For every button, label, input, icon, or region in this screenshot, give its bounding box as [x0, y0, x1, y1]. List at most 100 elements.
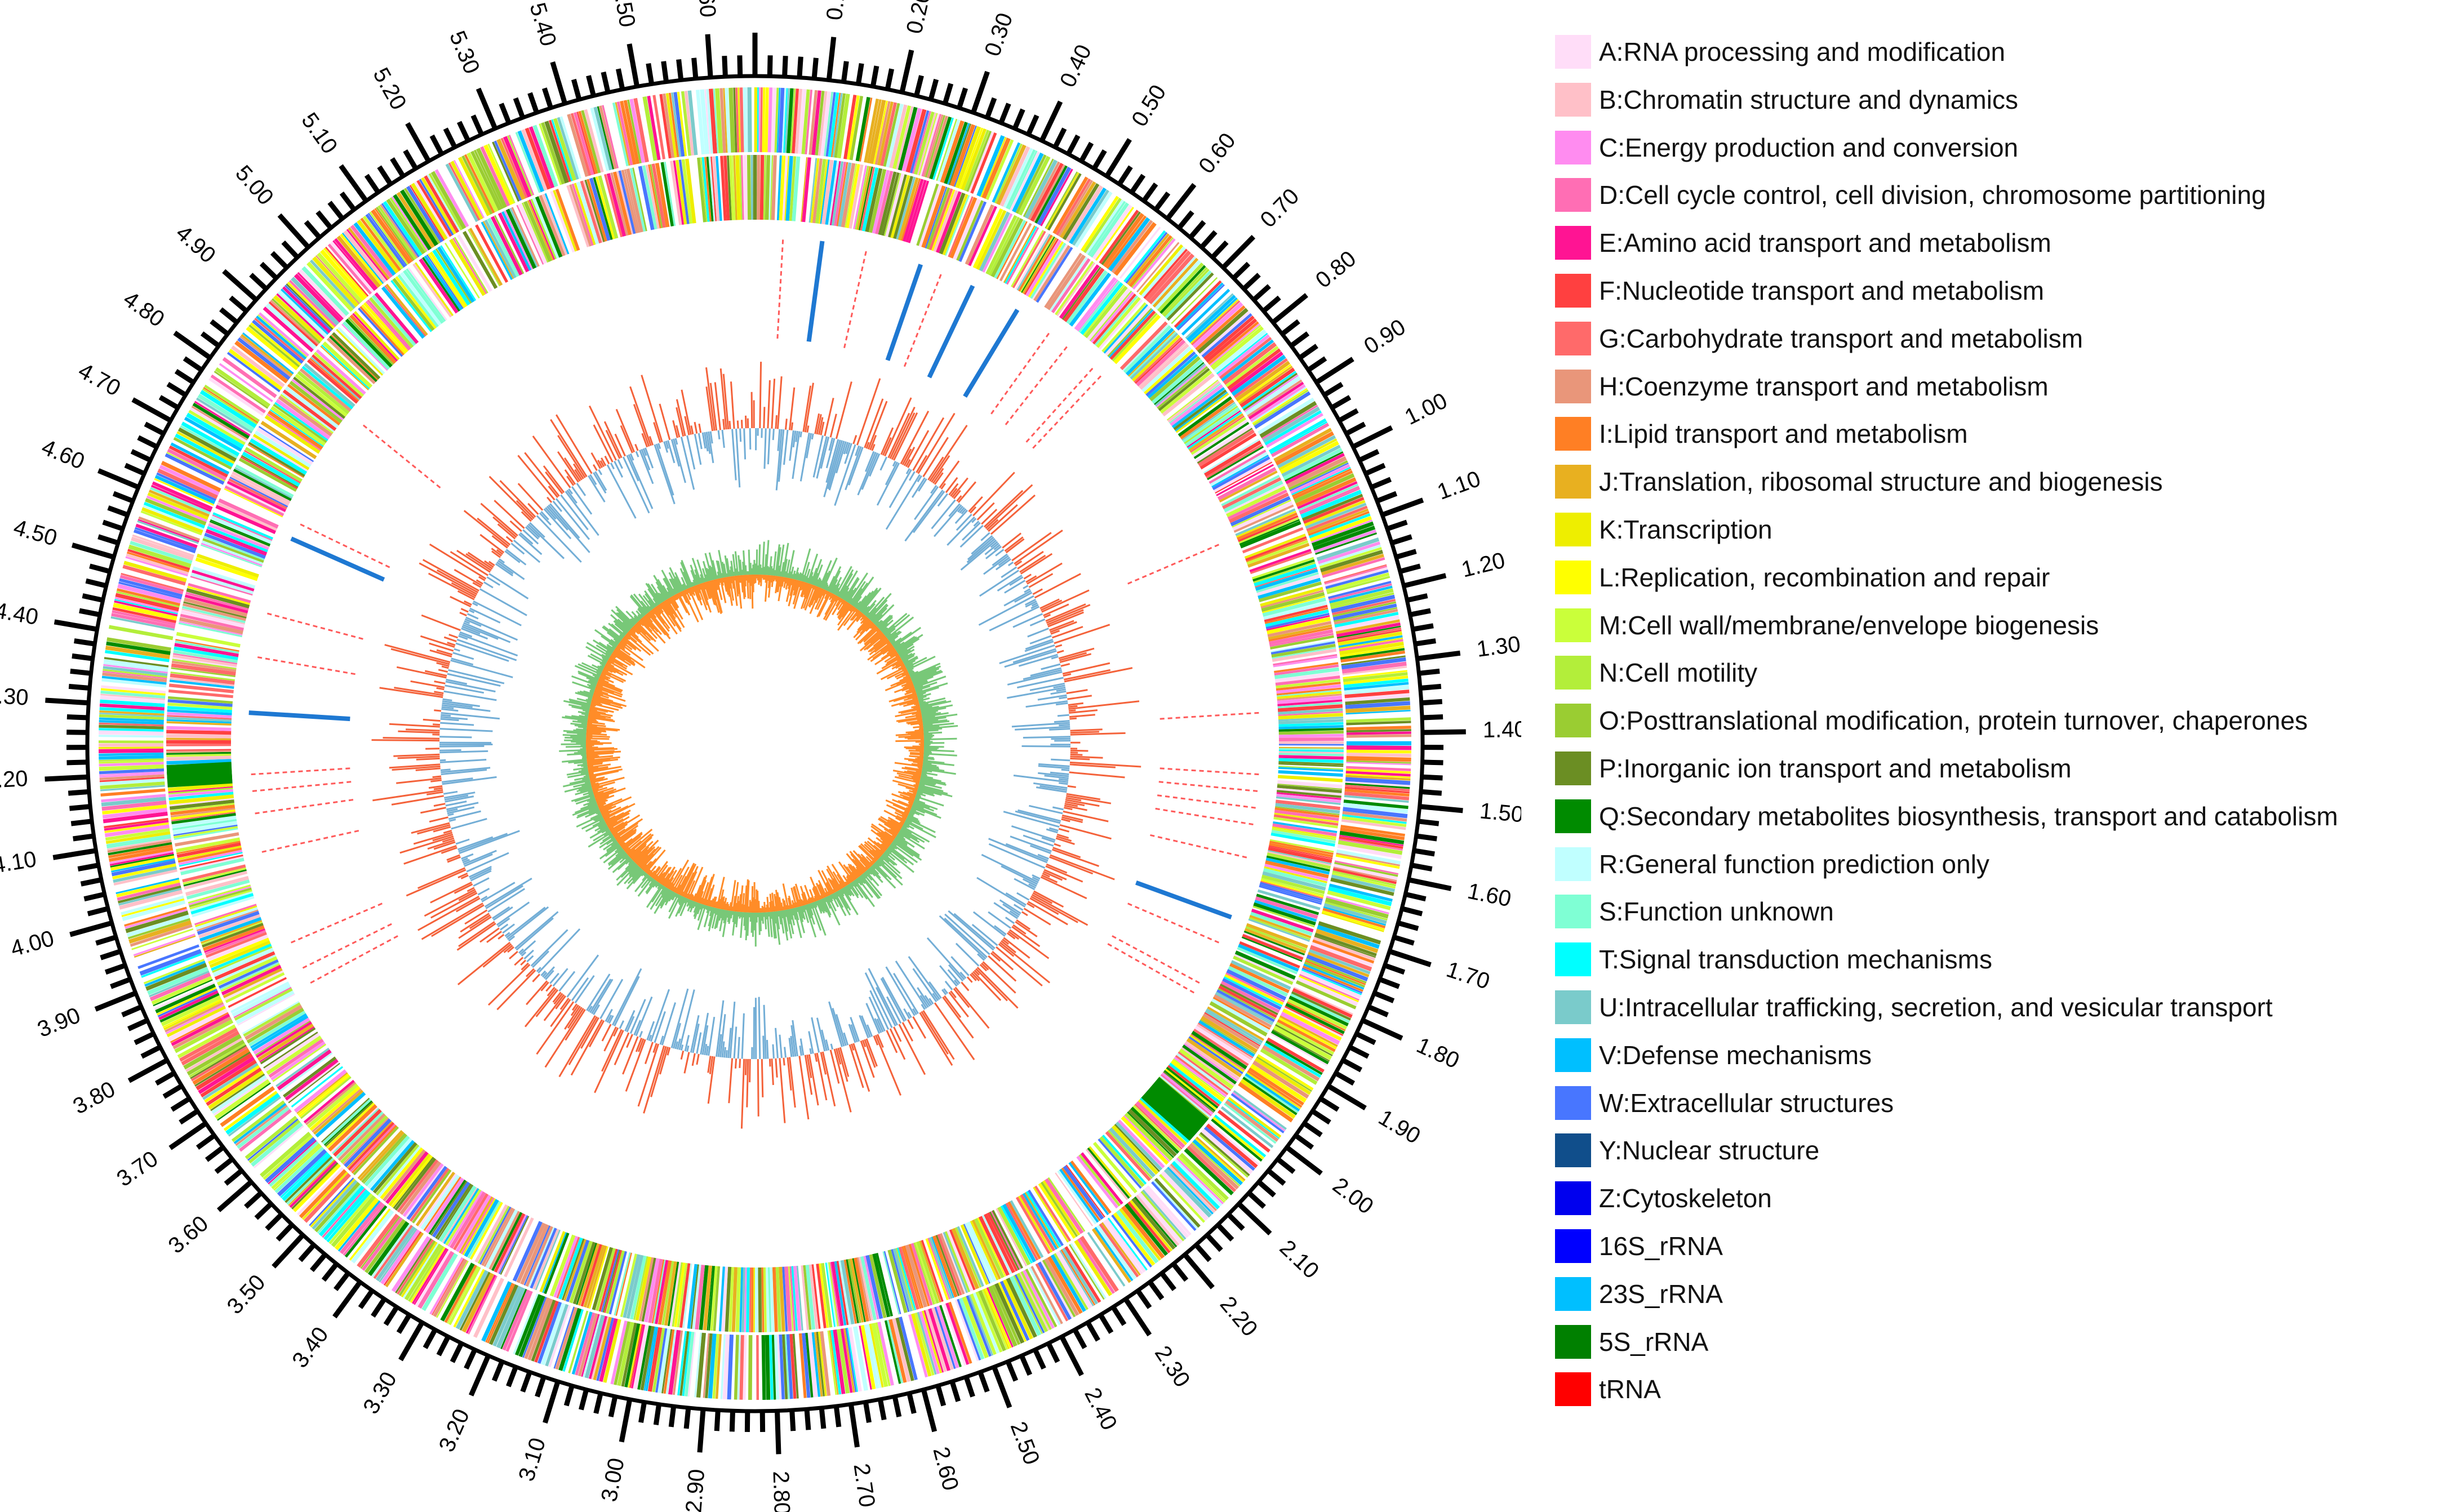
cds-reverse: [282, 389, 337, 432]
gc-bar-low: [696, 1032, 702, 1054]
minor-tick: [593, 1392, 603, 1414]
minor-tick: [89, 563, 111, 574]
cds-forward: [1335, 854, 1400, 869]
gc-bar-high: [637, 1038, 645, 1052]
gc-bar-high: [1005, 538, 1025, 554]
cds-reverse: [700, 157, 708, 223]
gc-skew-positive: [891, 640, 896, 645]
scale-label: 5.60: [692, 0, 720, 18]
scale-label: 2.70: [848, 1462, 879, 1509]
cds-reverse: [171, 812, 236, 825]
cds-reverse: [1044, 252, 1082, 309]
cds-reverse: [432, 249, 470, 306]
gc-skew-positive: [815, 579, 819, 586]
minor-tick: [957, 87, 968, 109]
gc-skew-positive: [787, 550, 795, 579]
gc-skew-negative: [910, 751, 924, 755]
gc-skew-positive: [910, 666, 936, 679]
cds-forward: [1184, 1148, 1234, 1195]
gc-bar-high: [559, 998, 570, 1010]
gc-bar-low: [917, 987, 931, 1007]
gc-skew-positive: [892, 841, 914, 857]
cds-reverse: [1005, 226, 1038, 284]
cds-reverse: [587, 1246, 607, 1309]
cds-reverse: [1263, 601, 1327, 620]
gc-bar-high: [566, 475, 575, 486]
cds-reverse: [1130, 1106, 1180, 1154]
cds-reverse: [779, 155, 784, 221]
gc-skew-negative: [689, 587, 694, 595]
gc-bar-low: [591, 979, 614, 1015]
cds-forward: [912, 110, 931, 174]
gc-bar-high: [684, 416, 690, 435]
gc-skew-positive: [808, 903, 814, 916]
gc-skew-negative: [900, 821, 905, 825]
cds-forward: [1344, 795, 1409, 803]
gc-bar-high: [491, 535, 508, 549]
minor-tick: [811, 57, 819, 79]
gc-bar-low: [912, 1008, 917, 1015]
gc-skew-negative: [845, 881, 849, 886]
cds-forward: [919, 113, 940, 176]
gc-skew-negative: [588, 711, 601, 716]
cds-reverse: [195, 905, 257, 927]
gc-bar-high: [517, 455, 556, 501]
cds-reverse: [1229, 963, 1290, 994]
gc-skew-negative: [901, 813, 908, 818]
gc-bar-high: [603, 1026, 617, 1052]
cds-reverse: [195, 557, 258, 581]
cds-reverse: [1128, 330, 1175, 377]
cds-forward: [1062, 183, 1100, 241]
cds-reverse: [535, 196, 563, 258]
gc-bar-low: [993, 544, 1001, 550]
cds-reverse: [185, 592, 249, 611]
cds-forward: [448, 1266, 481, 1326]
gc-bar-low: [868, 997, 886, 1032]
cds-reverse: [891, 1249, 910, 1313]
cds-forward: [1134, 1196, 1178, 1248]
cds-forward: [825, 92, 836, 157]
gc-bar-high: [517, 483, 544, 511]
cds-forward: [629, 99, 646, 163]
gc-skew-positive: [912, 804, 938, 816]
cds-forward: [385, 1232, 424, 1288]
cds-forward: [453, 159, 485, 219]
gc-skew-negative: [658, 866, 670, 883]
gc-bar-low: [1024, 641, 1054, 652]
gc-skew-negative: [736, 896, 740, 912]
gc-bar-high: [488, 561, 495, 567]
cds-reverse: [1186, 1038, 1242, 1078]
major-tick: [1361, 1018, 1403, 1041]
cds-reverse: [960, 1224, 989, 1286]
gc-bar-low: [999, 644, 1055, 665]
cds-forward: [117, 885, 181, 904]
gc-bar-low: [461, 625, 481, 635]
gc-bar-low: [566, 490, 577, 504]
gc-skew-negative: [909, 753, 924, 756]
gc-skew-positive: [876, 861, 882, 867]
gc-bar-low: [972, 911, 1006, 937]
cds-forward: [1106, 215, 1147, 269]
cds-reverse: [566, 185, 590, 248]
gc-skew-negative: [907, 770, 922, 775]
gc-skew-negative: [717, 578, 721, 585]
cds-reverse: [234, 988, 293, 1021]
cds-forward: [1052, 176, 1089, 234]
cds-reverse: [1218, 988, 1276, 1020]
gc-bar-low: [486, 576, 500, 586]
gc-skew-negative: [671, 886, 676, 892]
cds-forward: [1307, 508, 1369, 534]
cds-forward: [715, 1334, 722, 1399]
gc-bar-high: [680, 1050, 685, 1060]
gc-bar-high: [429, 642, 454, 652]
cds-forward: [1145, 250, 1192, 302]
gc-skew-negative: [810, 586, 820, 606]
gc-skew-negative: [901, 681, 913, 687]
gc-skew-negative: [681, 891, 685, 896]
gc-skew-negative: [898, 717, 922, 723]
gc-skew-negative: [716, 579, 723, 601]
gc-bar-low: [988, 911, 1011, 929]
gc-bar-high: [763, 407, 766, 429]
cds-forward: [102, 670, 167, 679]
cds-reverse: [1273, 654, 1338, 666]
